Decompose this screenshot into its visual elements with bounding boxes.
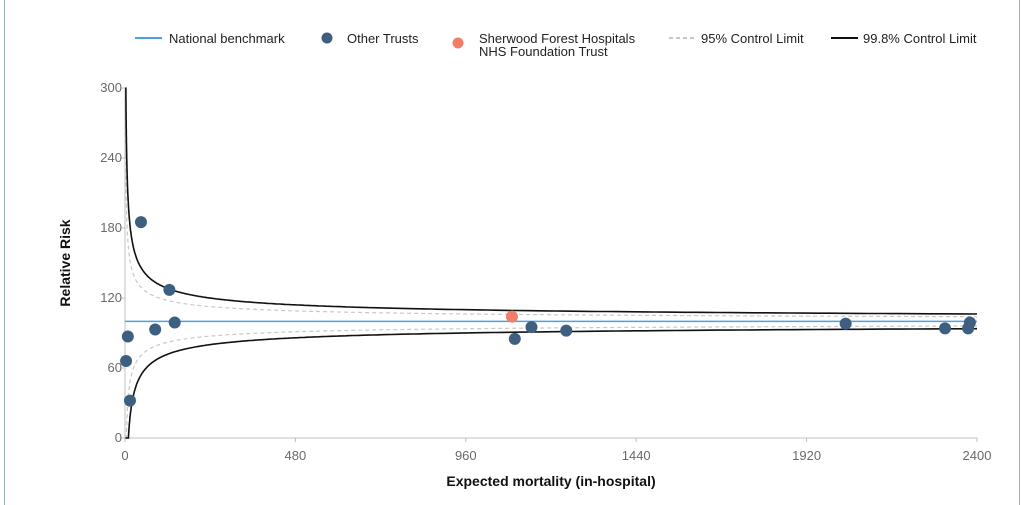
other-trust-point[interactable] <box>939 322 952 335</box>
other-trust-point[interactable] <box>121 330 134 343</box>
plot-lines <box>124 87 978 439</box>
legend-item-benchmark[interactable]: National benchmark <box>135 31 285 46</box>
other-trust-point[interactable] <box>560 324 573 337</box>
chart-frame: National benchmark Other Trusts Sherwood… <box>4 0 1020 505</box>
y-axis-ticks: 0 60 120 180 240 300 <box>100 80 125 445</box>
other-trust-point[interactable] <box>163 283 176 296</box>
y-tick-label: 240 <box>100 150 122 165</box>
x-tick-label: 2400 <box>963 448 992 463</box>
legend-item-highlight-trust[interactable]: Sherwood Forest Hospitals NHS Foundation… <box>452 31 639 59</box>
y-axis-title: Relative Risk <box>57 219 73 306</box>
other-trust-point[interactable] <box>168 316 181 329</box>
y-tick-label: 300 <box>100 80 122 95</box>
legend-limit998-label: 99.8% Control Limit <box>863 31 977 46</box>
legend-highlight-trust-line-1: Sherwood Forest Hospitals <box>479 31 636 46</box>
other-trust-point[interactable] <box>149 323 162 336</box>
limit95-lower-line <box>125 325 977 439</box>
y-tick-label: 0 <box>115 430 122 445</box>
other-trust-point[interactable] <box>839 317 852 330</box>
y-tick-label: 60 <box>108 360 122 375</box>
legend-item-other-trusts[interactable]: Other Trusts <box>321 31 420 46</box>
limit998-lower-line <box>125 327 978 439</box>
x-axis-ticks: 0 480 960 1440 1920 2400 <box>121 438 991 463</box>
legend-item-limit95[interactable]: 95% Control Limit <box>669 31 804 46</box>
x-tick-label: 1440 <box>622 448 651 463</box>
legend-other-trusts-label: Other Trusts <box>347 31 419 46</box>
x-tick-label: 1920 <box>792 448 821 463</box>
x-tick-label: 960 <box>455 448 477 463</box>
highlight-trust-point[interactable] <box>505 310 518 323</box>
other-trust-point[interactable] <box>525 321 538 334</box>
other-trust-point[interactable] <box>508 332 521 345</box>
x-tick-label: 0 <box>121 448 128 463</box>
other-trust-point[interactable] <box>120 355 133 367</box>
x-axis-title: Expected mortality (in-hospital) <box>446 473 655 489</box>
legend: National benchmark Other Trusts Sherwood… <box>135 31 977 59</box>
y-tick-label: 180 <box>100 220 122 235</box>
funnel-plot: National benchmark Other Trusts Sherwood… <box>57 31 991 489</box>
legend-item-limit998[interactable]: 99.8% Control Limit <box>831 31 977 46</box>
legend-benchmark-label: National benchmark <box>169 31 285 46</box>
x-tick-label: 480 <box>285 448 307 463</box>
y-tick-label: 120 <box>100 290 122 305</box>
limit95-upper-line <box>124 112 978 318</box>
legend-limit95-label: 95% Control Limit <box>701 31 804 46</box>
axes: 0 60 120 180 240 300 0 480 960 1440 1920 2400 Expe… <box>57 80 991 489</box>
other-trust-point[interactable] <box>134 216 147 229</box>
limit998-upper-line <box>125 87 978 315</box>
plot-points <box>120 216 976 407</box>
legend-highlight-trust-label: Sherwood Forest Hospitals NHS Foundation… <box>479 31 639 59</box>
other-trust-point[interactable] <box>963 316 976 329</box>
legend-other-trusts-swatch <box>321 32 333 44</box>
other-trust-point[interactable] <box>123 394 136 407</box>
legend-highlight-trust-swatch <box>452 37 464 49</box>
legend-highlight-trust-line-2: NHS Foundation Trust <box>479 44 608 59</box>
